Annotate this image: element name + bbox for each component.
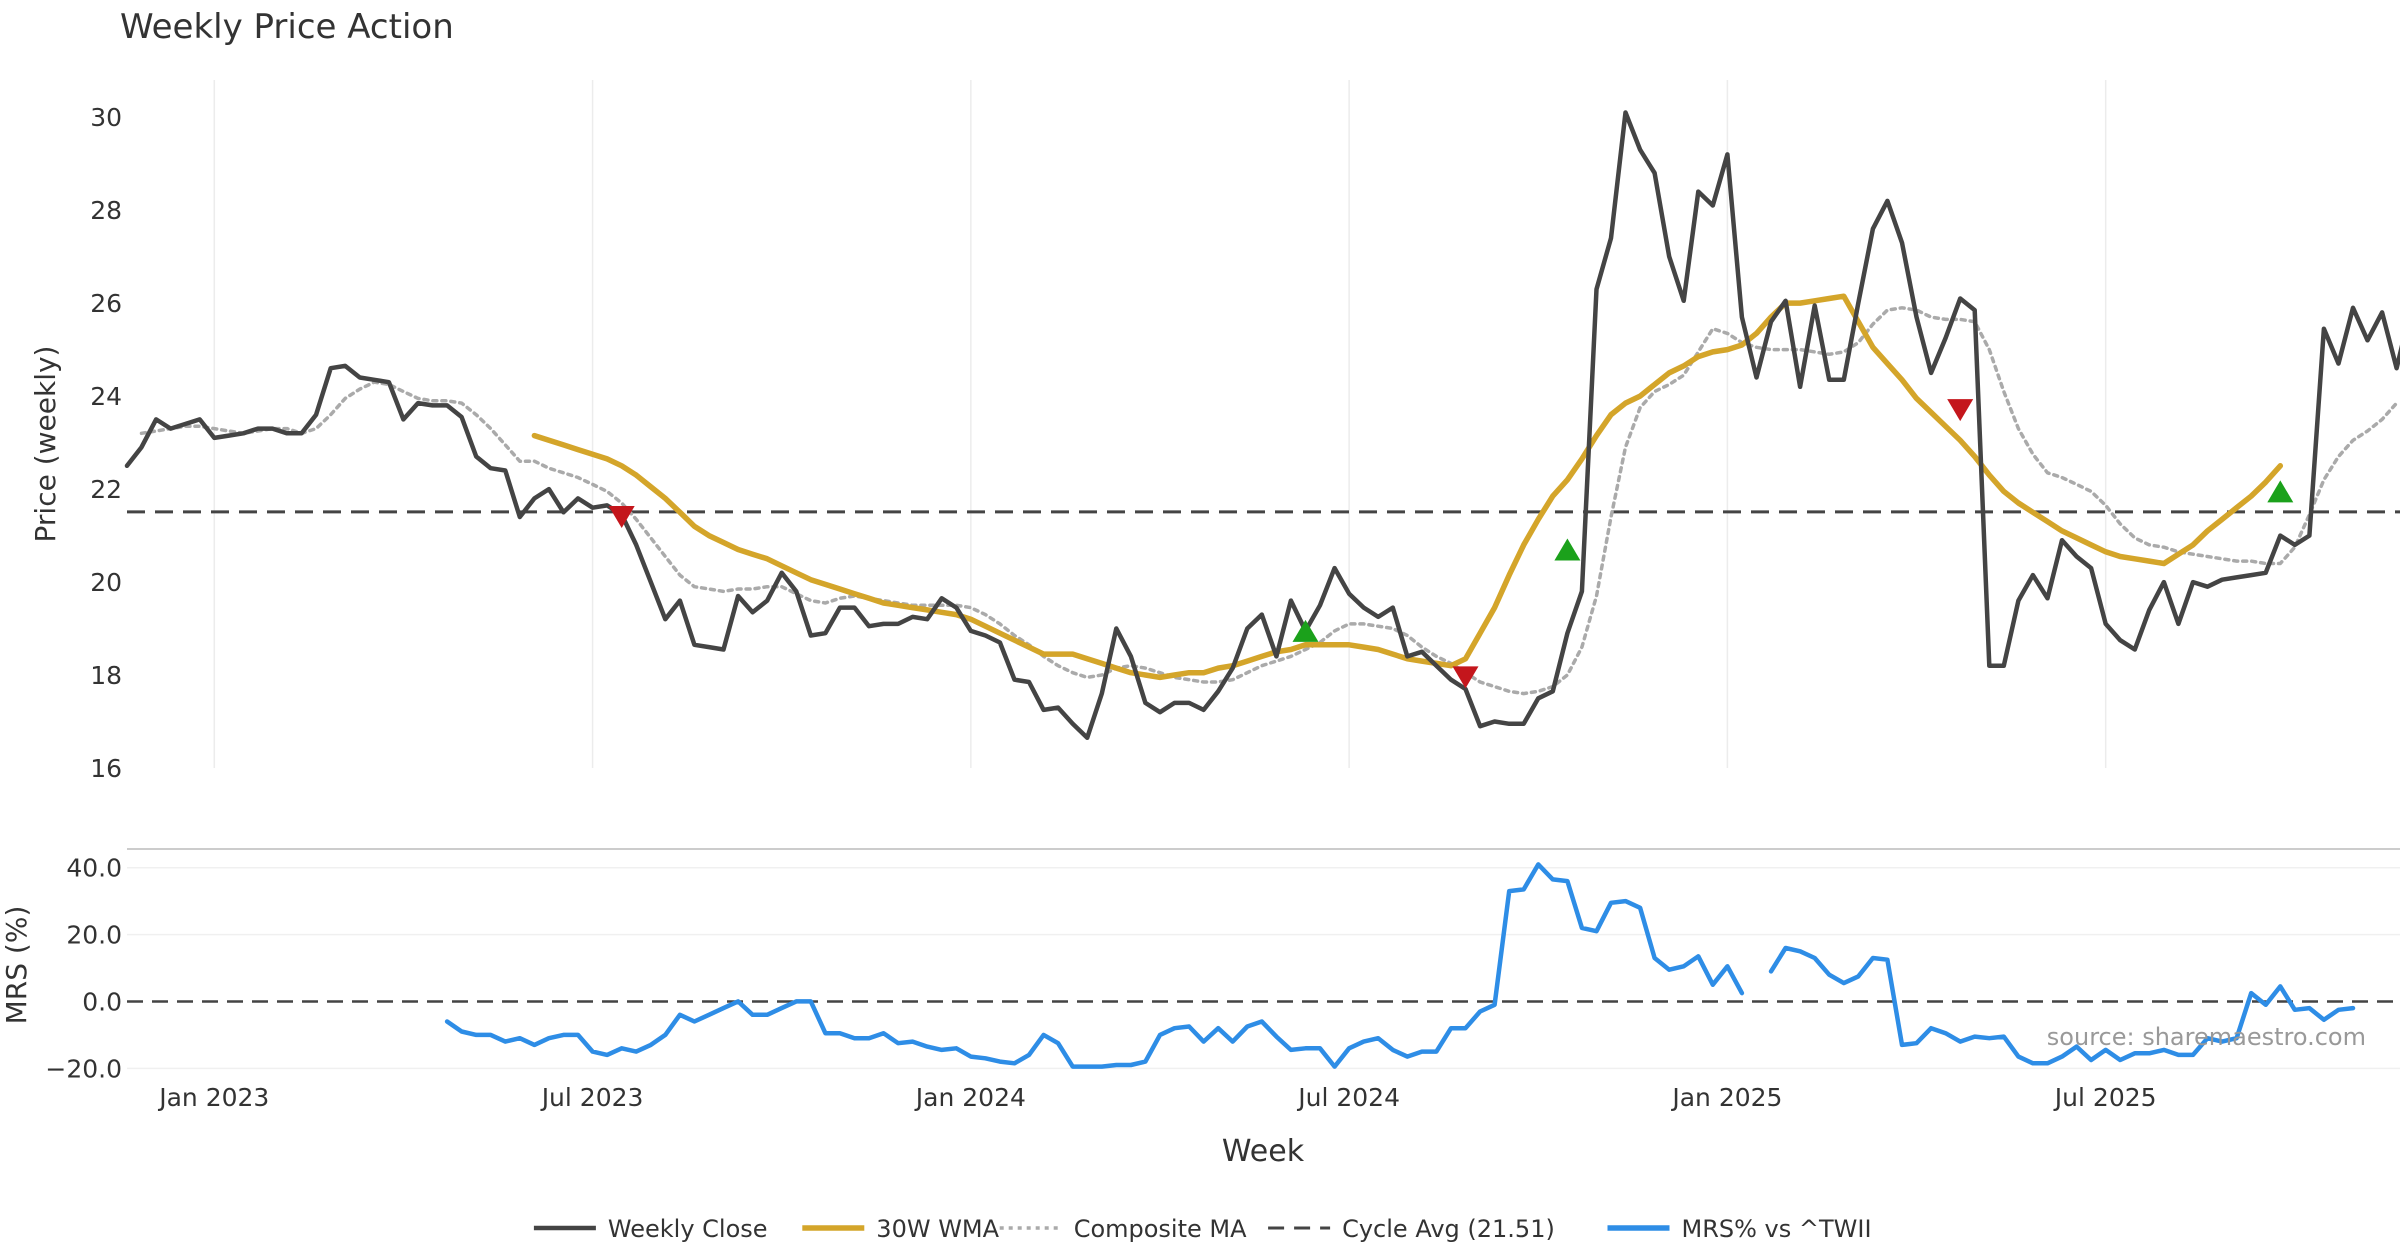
price-y-tick-labels: 16 18 20 22 24 26 28 30 [90, 103, 122, 783]
price-y-axis-label: Price (weekly) [29, 346, 62, 543]
composite-ma-line [139, 306, 2399, 696]
legend-item-weekly-close: Weekly Close [533, 1215, 768, 1243]
mrs-y-tick-label: 0.0 [82, 987, 122, 1016]
sell-signal-marker [608, 506, 635, 528]
mrs-y-tick-label: −20.0 [45, 1054, 122, 1083]
legend-item-composite-ma: Composite MA [999, 1215, 1247, 1243]
price-y-tick-label: 26 [90, 289, 122, 318]
weekly-close-line [124, 110, 2400, 741]
price-y-tick-label: 22 [90, 475, 122, 504]
sell-signal-marker [1947, 399, 1974, 422]
source-watermark: source: sharemaestro.com [2047, 1023, 2366, 1051]
mrs-panel: −20.0 0.0 20.0 40.0 MRS (%) source: sharema… [0, 854, 2400, 1084]
price-y-tick-label: 24 [90, 382, 122, 411]
chart-title: Weekly Price Action [120, 7, 454, 47]
price-y-tick-label: 30 [90, 103, 122, 132]
legend-label: Composite MA [1074, 1215, 1247, 1243]
mrs-y-tick-labels: −20.0 0.0 20.0 40.0 [45, 854, 122, 1084]
legend-item-30w-wma: 30W WMA [802, 1215, 1000, 1243]
price-y-tick-label: 28 [90, 196, 122, 225]
sell-signal-marker [1452, 666, 1479, 689]
price-y-tick-label: 20 [90, 568, 122, 597]
buy-signal-marker [2267, 480, 2294, 503]
x-tick-label: Jul 2025 [2053, 1083, 2157, 1112]
price-y-tick-label: 16 [90, 754, 122, 783]
legend-label: Weekly Close [608, 1215, 768, 1243]
x-tick-label: Jul 2023 [540, 1083, 644, 1112]
price-series [124, 110, 2400, 741]
mrs-y-tick-label: 20.0 [66, 921, 122, 950]
buy-signal-marker [1554, 538, 1581, 561]
buy-signal-marker [1292, 619, 1319, 642]
x-tick-labels: Jan 2023 Jul 2023 Jan 2024 Jul 2024 Jan 2025… [157, 1083, 2156, 1112]
signal-markers [608, 399, 2294, 689]
legend-label: Cycle Avg (21.51) [1342, 1215, 1555, 1243]
x-tick-label: Jan 2024 [914, 1083, 1026, 1112]
legend-label: MRS% vs ^TWII [1682, 1215, 1872, 1243]
x-tick-label: Jan 2025 [1670, 1083, 1782, 1112]
mrs-y-axis-label: MRS (%) [0, 906, 33, 1025]
mrs-y-tick-label: 40.0 [66, 854, 122, 883]
legend-item-cycle-avg-21-51: Cycle Avg (21.51) [1268, 1215, 1555, 1243]
mrs-series [444, 862, 2356, 1069]
x-axis-label: Week [1222, 1134, 1305, 1169]
legend-label: 30W WMA [876, 1215, 999, 1243]
mrs-line [444, 862, 2356, 1069]
mrs-gridlines [127, 866, 2400, 1070]
price-gridlines [213, 80, 2107, 768]
30w-wma-line [531, 293, 2284, 681]
price-panel: 16 18 20 22 24 26 28 30 Price (weekly) [29, 80, 2400, 783]
legend: Weekly Close 30W WMA Composite MA Cycle Avg… [533, 1215, 1872, 1243]
price-y-tick-label: 18 [90, 661, 122, 690]
x-tick-label: Jan 2023 [157, 1083, 269, 1112]
legend-item-mrs-vs-twii: MRS% vs ^TWII [1607, 1215, 1872, 1243]
x-tick-label: Jul 2024 [1296, 1083, 1400, 1112]
